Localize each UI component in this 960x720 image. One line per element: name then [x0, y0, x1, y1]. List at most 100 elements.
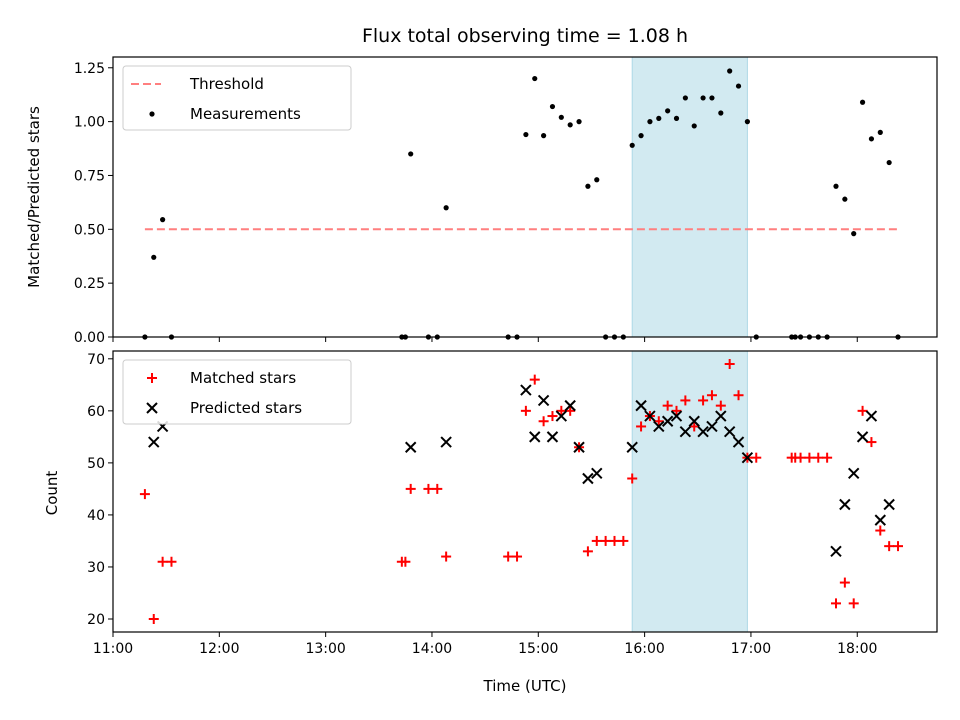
y-tick-label: 50 — [87, 456, 105, 472]
y-tick-label: 0.00 — [74, 330, 105, 346]
measurement-point — [151, 254, 157, 260]
matched-star-point — [680, 395, 691, 406]
matched-star-point — [582, 546, 593, 557]
matched-star-point — [503, 551, 514, 562]
matched-star-point — [157, 556, 168, 567]
x-marker-stroke — [546, 431, 559, 443]
x-marker-stroke — [529, 431, 541, 443]
measurement-point — [523, 131, 529, 138]
measurement-point — [665, 108, 671, 114]
measurement-point — [532, 75, 538, 82]
y-tick-label: 40 — [87, 508, 105, 524]
measurement-point — [851, 231, 857, 237]
highlight-span — [631, 350, 748, 633]
x-axis-label: Time (UTC) — [483, 677, 567, 695]
x-tick-label: 16:00 — [624, 641, 664, 657]
x-marker-stroke — [865, 410, 878, 422]
x-marker-stroke — [591, 467, 603, 479]
x-marker-stroke — [440, 436, 452, 448]
predicted-star-point — [529, 431, 541, 443]
matched-star-point — [893, 541, 904, 552]
matched-star-point — [839, 577, 850, 588]
x-marker-stroke — [706, 420, 718, 433]
matched-star-point — [866, 437, 877, 448]
measurement-point — [594, 177, 600, 183]
x-marker-stroke — [148, 436, 160, 448]
matched-star-point — [813, 452, 824, 463]
measurement-point — [443, 205, 449, 211]
measurement-point — [886, 159, 892, 166]
matched-star-point — [830, 598, 841, 609]
predicted-star-point — [555, 410, 568, 422]
matched-star-point — [556, 405, 567, 416]
matched-star-point — [804, 452, 815, 463]
matched-star-point — [139, 489, 150, 500]
measurement-point — [682, 95, 688, 101]
predicted-star-point — [697, 425, 709, 438]
matched-star-point — [405, 483, 416, 494]
measurement-point — [673, 115, 680, 121]
matched-star-point — [795, 452, 806, 463]
x-marker-stroke — [635, 399, 647, 412]
matched-star-point — [565, 405, 576, 416]
x-marker-stroke — [715, 410, 727, 422]
matched-star-point — [671, 405, 682, 416]
predicted-star-point — [715, 410, 727, 422]
x-marker-stroke — [688, 415, 700, 427]
matched-star-point — [441, 551, 452, 562]
matched-star-point — [432, 483, 443, 494]
matched-star-point — [884, 541, 895, 552]
predicted-star-point — [874, 514, 887, 526]
matched-star-point — [423, 483, 434, 494]
x-marker-stroke — [697, 425, 709, 438]
x-marker-stroke — [573, 441, 585, 453]
predicted-star-point — [520, 384, 532, 396]
measurement-point — [647, 119, 653, 125]
predicted-star-point — [661, 415, 674, 427]
x-marker-stroke — [839, 498, 851, 511]
legend: Matched stars Predicted stars — [122, 359, 352, 425]
legend-box — [122, 359, 352, 425]
x-marker-stroke — [582, 472, 594, 485]
legend-box — [122, 65, 352, 131]
matched-star-point — [636, 421, 647, 432]
predicted-star-point — [679, 425, 692, 438]
predicted-star-point — [856, 431, 869, 443]
y-tick-label: 1.00 — [74, 115, 105, 131]
x-marker-stroke — [555, 410, 568, 422]
x-marker-stroke — [564, 399, 576, 412]
x-marker-stroke — [626, 441, 638, 453]
matched-star-point — [653, 416, 664, 427]
measurement-point — [727, 68, 733, 74]
matched-star-point — [848, 598, 859, 609]
x-tick-label: 17:00 — [731, 641, 771, 657]
measurement-point — [629, 142, 635, 148]
predicted-star-point — [404, 441, 417, 453]
y-tick-label: 0.50 — [74, 222, 105, 238]
predicted-star-point — [741, 451, 754, 464]
y-tick-label: 0.75 — [74, 168, 105, 184]
predicted-star-point — [564, 399, 576, 412]
measurement-point — [408, 151, 414, 157]
bottom-plot: 20 30 40 50 60 70 11:00 12:00 13:00 14:00 15:00 16:… — [87, 350, 938, 657]
matched-star-point — [538, 416, 549, 427]
predicted-star-point — [723, 425, 736, 438]
predicted-star-point — [148, 436, 160, 448]
measurement-point — [868, 136, 875, 142]
x-marker-stroke — [723, 425, 736, 438]
predicted-star-point — [537, 394, 550, 407]
x-tick-label: 12:00 — [199, 641, 239, 657]
x-tick-label: 15:00 — [518, 641, 558, 657]
predicted-star-point — [670, 410, 683, 422]
bottom-y-axis-label: Count — [43, 471, 61, 516]
predicted-star-point — [644, 410, 656, 422]
x-tick-label: 13:00 — [305, 641, 345, 657]
x-marker-stroke — [874, 514, 887, 526]
matched-star-point — [857, 405, 868, 416]
predicted-star-point — [732, 436, 745, 448]
x-marker-stroke — [830, 545, 842, 558]
matched-star-point — [591, 535, 602, 546]
measurement-point — [558, 114, 564, 120]
x-marker-stroke — [537, 394, 550, 407]
matched-star-point — [706, 390, 717, 401]
